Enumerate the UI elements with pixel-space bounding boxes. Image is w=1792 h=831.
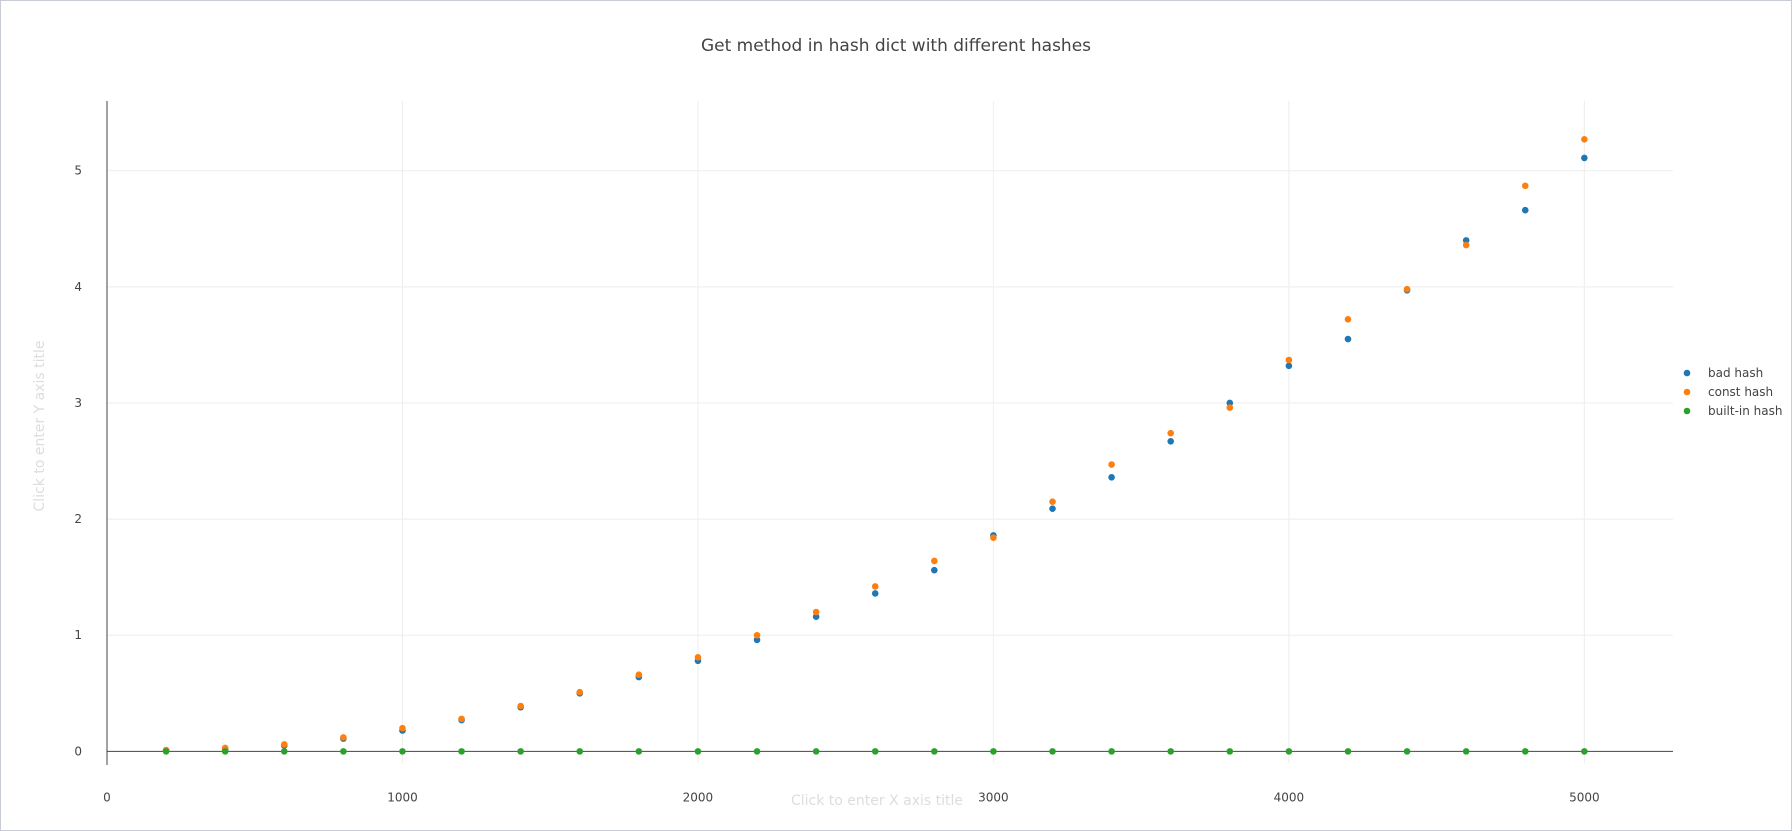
series-built-in-hash [162,748,1588,755]
data-point[interactable] [812,613,820,620]
data-point[interactable] [871,590,879,597]
data-point[interactable] [280,741,288,748]
data-point[interactable] [399,748,406,755]
y-tick-label: 2 [74,512,82,526]
data-point[interactable] [1403,748,1411,755]
data-point[interactable] [1226,748,1234,755]
data-point[interactable] [1581,154,1588,162]
x-tick-label: 0 [103,790,111,804]
data-point[interactable] [812,748,820,755]
legend[interactable]: bad hash const hash built-in hash [1683,366,1783,418]
data-point[interactable] [1403,285,1411,293]
data-point[interactable] [1581,748,1588,755]
legend-item[interactable]: bad hash [1683,366,1764,380]
data-point[interactable] [1049,748,1056,755]
data-point[interactable] [1462,748,1470,755]
data-point[interactable] [694,654,702,661]
data-point[interactable] [1049,498,1056,505]
data-point[interactable] [340,734,347,741]
data-point[interactable] [812,608,820,616]
data-point[interactable] [1049,505,1056,512]
x-tick-label: 4000 [1274,790,1305,804]
x-axis-title[interactable]: Click to enter X axis title [791,793,963,809]
x-tick-label: 2000 [683,790,714,804]
x-tick-label: 3000 [978,790,1009,804]
data-point[interactable] [1462,241,1470,249]
x-tick-label: 1000 [387,790,418,804]
legend-label: const hash [1708,385,1773,399]
data-point[interactable] [1521,182,1529,190]
data-point[interactable] [458,715,465,723]
data-point[interactable] [1226,399,1234,407]
data-point[interactable] [1344,748,1352,755]
data-point[interactable] [1344,316,1352,323]
data-point[interactable] [1108,473,1115,481]
data-point[interactable] [694,748,702,755]
data-point[interactable] [1226,404,1234,411]
data-point[interactable] [635,671,643,679]
data-point[interactable] [635,748,643,755]
y-tick-label: 1 [74,628,82,642]
legend-item[interactable]: built-in hash [1683,404,1783,418]
chart-title: Get method in hash dict with different h… [701,36,1091,56]
y-tick-label: 4 [74,280,82,294]
data-point[interactable] [221,748,229,755]
legend-label: bad hash [1708,366,1763,380]
legend-label: built-in hash [1708,404,1783,418]
legend-marker [1683,369,1691,377]
y-tick-label: 5 [74,164,82,178]
y-tick-label: 3 [74,396,82,410]
data-point[interactable] [1462,237,1470,244]
data-point[interactable] [1167,437,1174,445]
data-points [162,136,1588,755]
data-point[interactable] [1285,748,1293,755]
tick-labels: 0 1000 2000 3000 4000 5000 0 1 2 3 4 5 [74,164,1599,805]
data-point[interactable] [280,748,288,755]
data-point[interactable] [576,748,584,755]
data-point[interactable] [990,534,997,541]
axes [106,101,1673,765]
data-point[interactable] [753,631,761,639]
data-point[interactable] [871,583,879,590]
data-point[interactable] [458,748,465,755]
y-tick-label: 0 [74,744,82,758]
data-point[interactable] [931,566,938,574]
data-point[interactable] [340,748,347,755]
data-point[interactable] [517,702,524,710]
legend-item[interactable]: const hash [1683,385,1773,399]
data-point[interactable] [1285,362,1293,370]
legend-marker [1683,407,1691,415]
data-point[interactable] [753,636,761,644]
data-point[interactable] [1167,429,1174,437]
series-const-hash [162,136,1588,754]
data-point[interactable] [1167,748,1174,755]
series-bad-hash [162,154,1588,754]
data-point[interactable] [931,748,938,755]
data-point[interactable] [931,557,938,565]
data-point[interactable] [1108,461,1115,468]
data-point[interactable] [1108,748,1115,755]
y-axis-title[interactable]: Click to enter Y axis title [32,341,48,512]
data-point[interactable] [871,748,879,755]
legend-marker [1683,388,1691,396]
data-point[interactable] [1521,748,1529,755]
data-point[interactable] [1581,136,1588,143]
data-point[interactable] [1344,335,1352,343]
x-tick-label: 5000 [1569,790,1600,804]
data-point[interactable] [1521,206,1529,214]
data-point[interactable] [576,688,584,696]
data-point[interactable] [990,748,997,755]
data-point[interactable] [1285,356,1293,364]
data-point[interactable] [753,748,761,755]
data-point[interactable] [517,748,524,755]
grid [107,101,1673,763]
data-point[interactable] [162,748,170,755]
data-point[interactable] [399,724,406,732]
